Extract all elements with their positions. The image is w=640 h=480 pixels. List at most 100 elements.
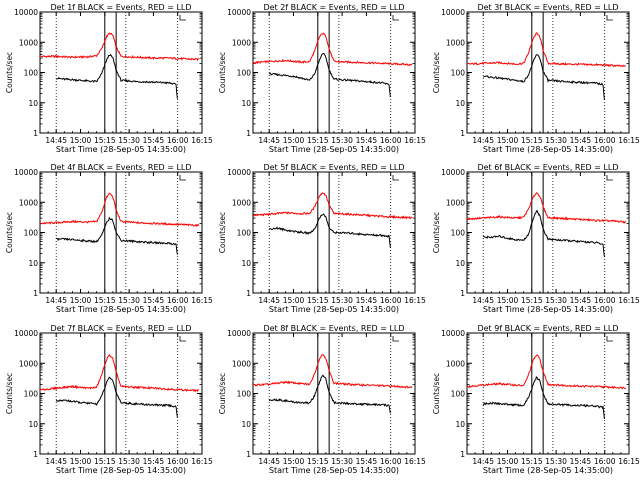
corner-marker xyxy=(392,336,399,342)
events-series-line xyxy=(482,376,605,419)
y-tick-label: 1000 xyxy=(19,38,38,47)
y-tick-label: 1 xyxy=(460,129,465,138)
chart-title: Det 7f BLACK = Events, RED = LLD xyxy=(50,324,191,333)
x-tick-label: 16:15 xyxy=(191,136,213,145)
corner-marker xyxy=(606,15,613,21)
y-tick-label: 10 xyxy=(241,259,251,268)
y-tick-label: 1000 xyxy=(232,198,251,207)
x-tick-label: 15:30 xyxy=(545,296,567,305)
x-tick-label: 14:45 xyxy=(258,136,280,145)
corner-marker xyxy=(606,336,613,342)
events-series-line xyxy=(55,376,178,418)
y-tick-label: 10 xyxy=(455,99,465,108)
corner-marker xyxy=(179,175,186,181)
x-tick-label: 14:45 xyxy=(258,457,280,466)
x-tick-label: 15:15 xyxy=(521,457,543,466)
y-tick-label: 10000 xyxy=(14,168,38,177)
x-axis-label: Start Time (28-Sep-05 14:35:00) xyxy=(269,145,399,154)
x-tick-label: 15:15 xyxy=(307,136,329,145)
lld-series-line xyxy=(467,32,626,68)
x-tick-label: 15:45 xyxy=(356,136,378,145)
x-tick-label: 15:45 xyxy=(143,136,165,145)
y-tick-label: 1000 xyxy=(19,359,38,368)
y-axis-label: Counts/sec xyxy=(5,373,14,414)
x-tick-label: 16:00 xyxy=(380,296,402,305)
x-tick-label: 16:00 xyxy=(594,136,616,145)
x-tick-label: 16:00 xyxy=(380,457,402,466)
x-tick-label: 15:00 xyxy=(70,136,92,145)
x-tick-label: 15:30 xyxy=(545,457,567,466)
y-axis-label: Counts/sec xyxy=(432,212,441,253)
y-tick-label: 1 xyxy=(246,289,251,298)
x-tick-label: 16:00 xyxy=(167,457,189,466)
corner-marker xyxy=(179,336,186,342)
x-tick-label: 14:45 xyxy=(472,296,494,305)
x-tick-label: 15:15 xyxy=(521,136,543,145)
y-tick-label: 10 xyxy=(28,259,38,268)
x-tick-label: 15:45 xyxy=(143,296,165,305)
x-tick-label: 15:00 xyxy=(70,457,92,466)
x-tick-label: 15:45 xyxy=(356,296,378,305)
x-tick-label: 15:30 xyxy=(118,457,140,466)
y-tick-label: 1000 xyxy=(19,198,38,207)
y-tick-label: 1000 xyxy=(446,359,465,368)
x-tick-label: 15:15 xyxy=(94,296,116,305)
chart-panel-9: Det 9f BLACK = Events, RED = LLD 1 10 100 10… xyxy=(432,324,640,475)
corner-marker xyxy=(392,175,399,181)
y-axis-label: Counts/sec xyxy=(5,52,14,93)
y-tick-label: 10000 xyxy=(441,8,465,17)
x-tick-label: 14:45 xyxy=(45,296,67,305)
x-tick-label: 15:45 xyxy=(356,457,378,466)
x-tick-label: 15:45 xyxy=(570,136,592,145)
y-tick-label: 100 xyxy=(237,229,252,238)
x-tick-label: 15:30 xyxy=(331,136,353,145)
x-tick-label: 15:00 xyxy=(497,136,519,145)
y-tick-label: 1 xyxy=(460,289,465,298)
lld-series-line xyxy=(252,192,413,220)
lld-series-line xyxy=(466,192,627,224)
chart-panel-8: Det 8f BLACK = Events, RED = LLD 1 10 100 10… xyxy=(218,324,426,475)
x-tick-label: 16:00 xyxy=(167,296,189,305)
x-tick-label: 16:00 xyxy=(594,296,616,305)
y-tick-label: 100 xyxy=(451,390,466,399)
y-tick-label: 100 xyxy=(237,390,252,399)
x-tick-label: 16:15 xyxy=(404,296,426,305)
x-tick-label: 15:45 xyxy=(570,296,592,305)
x-tick-label: 15:00 xyxy=(70,296,92,305)
events-series-line xyxy=(56,216,178,255)
x-tick-label: 16:15 xyxy=(191,457,213,466)
y-tick-label: 1000 xyxy=(232,38,251,47)
events-series-line xyxy=(268,213,391,249)
lld-series-line xyxy=(39,353,199,393)
x-tick-label: 15:00 xyxy=(497,296,519,305)
y-tick-label: 10 xyxy=(28,99,38,108)
events-series-line xyxy=(482,54,605,101)
x-tick-label: 15:15 xyxy=(307,457,329,466)
x-tick-label: 16:15 xyxy=(191,296,213,305)
x-axis-label: Start Time (28-Sep-05 14:35:00) xyxy=(483,145,613,154)
x-tick-label: 14:45 xyxy=(258,296,280,305)
y-tick-label: 10 xyxy=(28,420,38,429)
chart-panel-4: Det 4f BLACK = Events, RED = LLD 1 10 100 10… xyxy=(5,163,213,314)
chart-panel-6: Det 6f BLACK = Events, RED = LLD 1 10 100 10… xyxy=(432,163,640,314)
y-tick-label: 1 xyxy=(33,129,38,138)
x-tick-label: 15:00 xyxy=(283,296,305,305)
x-tick-label: 15:45 xyxy=(143,457,165,466)
x-tick-label: 16:15 xyxy=(404,136,426,145)
x-tick-label: 15:45 xyxy=(570,457,592,466)
chart-panel-5: Det 5f BLACK = Events, RED = LLD 1 10 100 10… xyxy=(218,163,426,314)
y-tick-label: 10 xyxy=(455,259,465,268)
y-axis-label: Counts/sec xyxy=(5,212,14,253)
x-tick-label: 15:30 xyxy=(118,296,140,305)
x-tick-label: 14:45 xyxy=(472,457,494,466)
x-tick-label: 14:45 xyxy=(45,457,67,466)
x-tick-label: 16:00 xyxy=(594,457,616,466)
x-axis-label: Start Time (28-Sep-05 14:35:00) xyxy=(56,145,186,154)
y-tick-label: 10 xyxy=(455,420,465,429)
corner-marker xyxy=(179,15,186,21)
x-tick-label: 14:45 xyxy=(472,136,494,145)
lld-series-line xyxy=(252,32,413,67)
y-tick-label: 100 xyxy=(24,390,39,399)
y-tick-label: 1000 xyxy=(232,359,251,368)
lld-series-line xyxy=(39,32,200,62)
